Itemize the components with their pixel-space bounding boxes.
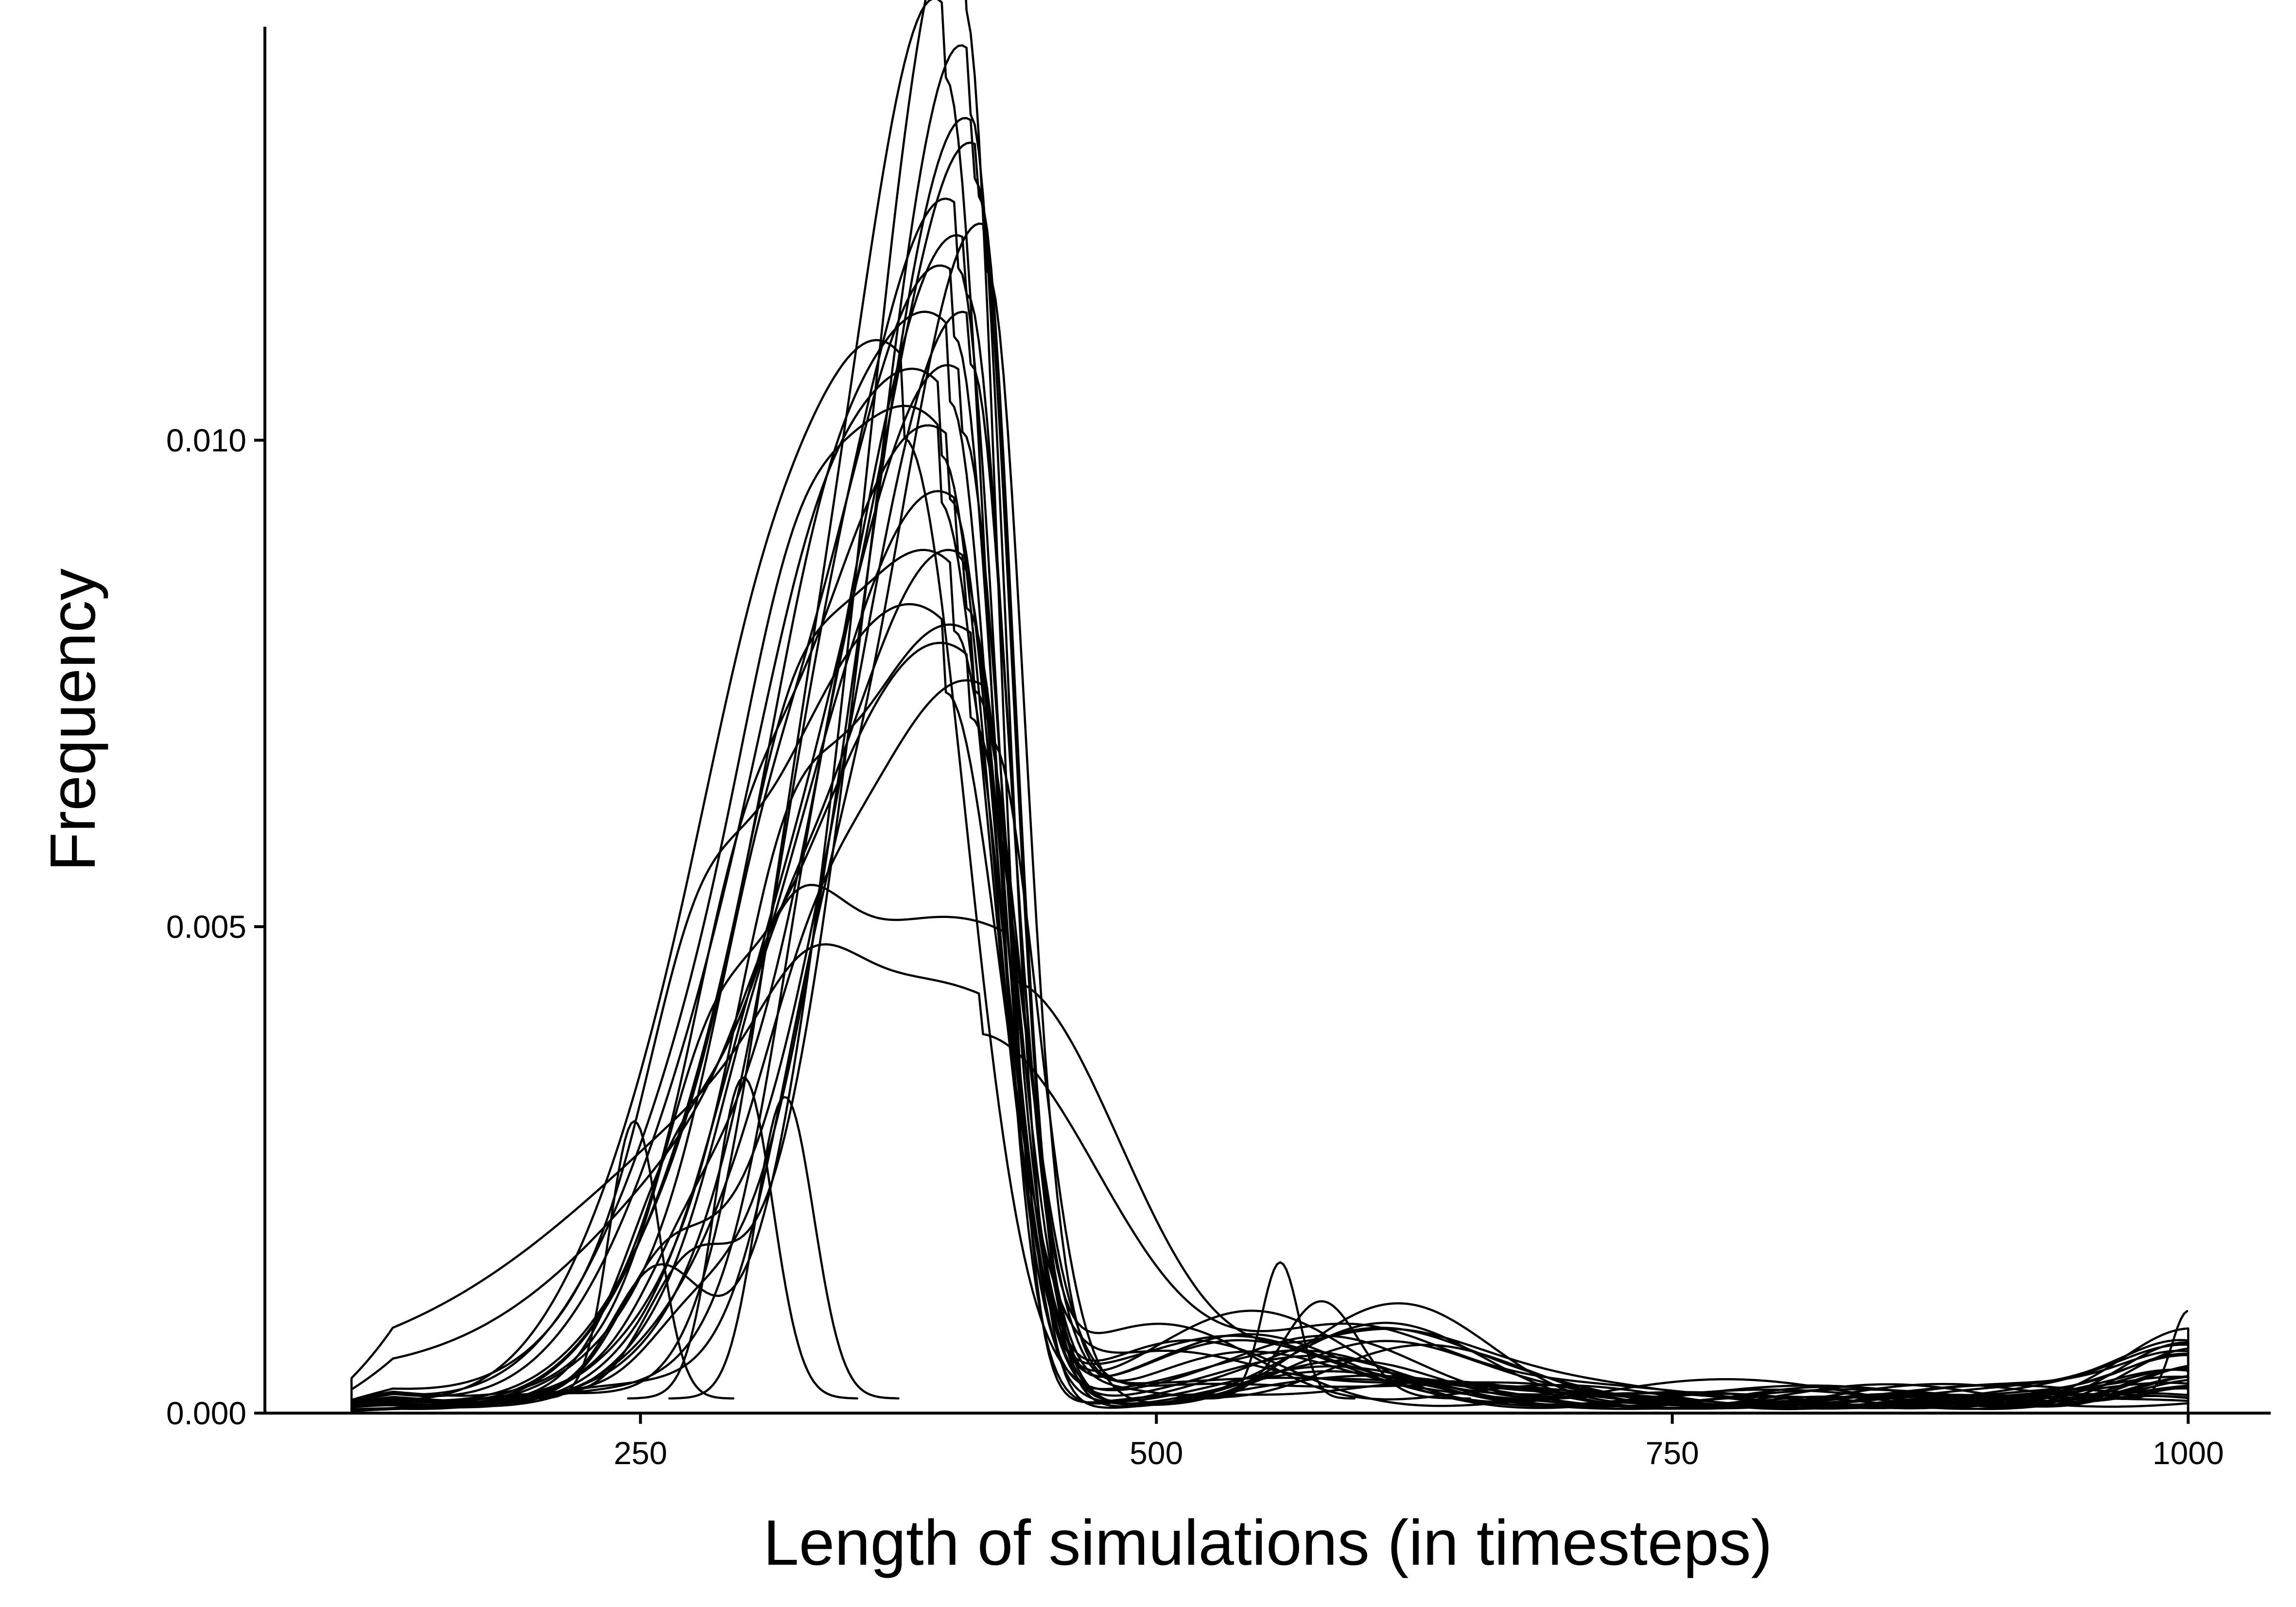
density-series-line: [350, 943, 2190, 1415]
y-axis-ticks: 0.000 0.005 0.010: [166, 422, 265, 1431]
density-series-line: [350, 641, 2190, 1415]
density-series-line: [350, 883, 2190, 1415]
density-bump-line: [2121, 1310, 2189, 1400]
density-series-line: [350, 234, 2190, 1415]
x-tick-label: 250: [614, 1435, 667, 1471]
density-lines: [350, 0, 2190, 1415]
density-bump-line: [668, 1096, 900, 1400]
density-series-line: [350, 490, 2190, 1415]
density-series-line: [350, 264, 2190, 1415]
density-series-line: [350, 364, 2190, 1415]
y-tick-label: 0.005: [166, 909, 246, 945]
density-series-line: [350, 197, 2190, 1415]
density-bump-line: [534, 1120, 735, 1400]
x-tick-label: 750: [1646, 1435, 1699, 1471]
density-series-line: [350, 311, 2190, 1415]
y-tick-label: 0.000: [166, 1395, 246, 1431]
x-tick-label: 500: [1130, 1435, 1183, 1471]
x-axis-ticks: 250 500 750 1000: [614, 1413, 2224, 1471]
x-tick-label: 1000: [2153, 1435, 2224, 1471]
density-series-line: [350, 222, 2190, 1415]
density-series-line: [350, 311, 2190, 1415]
y-axis-title: Frequency: [37, 569, 108, 872]
density-series-line: [350, 141, 2190, 1415]
density-bump-line: [627, 1076, 858, 1400]
density-bump-line: [1171, 1300, 1471, 1400]
density-series-line: [350, 117, 2190, 1415]
density-series-line: [350, 603, 2190, 1415]
y-tick-label: 0.010: [166, 422, 246, 458]
density-series-line: [350, 367, 2190, 1415]
x-axis-title: Length of simulations (in timesteps): [763, 1507, 1772, 1578]
